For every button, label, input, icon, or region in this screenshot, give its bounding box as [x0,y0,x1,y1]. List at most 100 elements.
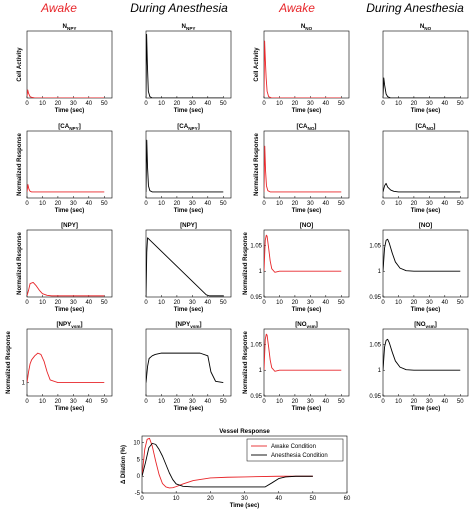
y-axis-label: Normalized Response [243,330,249,393]
series-line-awake [27,282,105,297]
column-header-2: Awake [278,1,315,15]
x-tick-label: 50 [338,300,345,306]
x-axis-label: Time (sec) [411,307,441,313]
y-axis-label: Normalized Response [254,132,260,195]
x-tick-label: 30 [426,101,433,107]
x-tick-label: 50 [457,300,464,306]
x-tick-label: 20 [55,101,62,107]
x-tick-label: 30 [426,399,433,405]
panel-ca-no-awake: [CANO] 0 10 20 30 40 50 Time (sec) Normalized Re… [254,123,350,214]
panel-n-npy-anes: NNPY 0 10 20 30 40 50 Time (sec) [144,23,232,114]
x-axis-label: Time (sec) [55,307,85,313]
x-tick-label: 30 [70,101,77,107]
x-tick-label: 10 [158,300,165,306]
y-tick-label: 10 [133,441,140,447]
x-tick-label: 0 [144,201,148,207]
x-tick-label: 20 [174,399,181,405]
y-tick-label: 5 [137,457,141,463]
series-line-anesthesia [146,33,224,98]
x-tick-label: 30 [307,101,314,107]
panel-title: [CANO] [297,123,317,131]
y-tick-label: 1.05 [250,243,262,249]
x-tick-label: 60 [344,496,351,502]
x-tick-label: 30 [189,300,196,306]
x-tick-label: 30 [189,201,196,207]
x-tick-label: 10 [173,496,180,502]
legend-label: Awake Condition [271,444,316,450]
series-line-anesthesia [146,352,224,384]
x-tick-label: 50 [101,399,108,405]
x-tick-label: 20 [292,300,299,306]
x-tick-label: 0 [262,201,266,207]
x-tick-label: 0 [140,496,144,502]
x-tick-label: 0 [25,300,29,306]
y-tick-label: 1 [378,368,382,374]
axes-frame [263,229,350,298]
x-tick-label: 30 [426,201,433,207]
panel-title: [CANPY] [58,123,81,131]
x-tick-label: 30 [307,300,314,306]
x-tick-label: 40 [85,300,92,306]
x-tick-label: 20 [292,201,299,207]
axes-frame [26,328,113,397]
axes-frame [145,328,232,397]
x-tick-label: 50 [338,201,345,207]
panel-ca-npy-anes: [CANPY] 0 10 20 30 40 50 Time (sec) [144,123,232,214]
panel-title: [NPYvsm] [175,321,201,329]
axes-frame [145,229,232,298]
x-axis-label: Time (sec) [411,108,441,114]
x-tick-label: 40 [322,300,329,306]
x-tick-label: 20 [292,399,299,405]
series-line-awake [264,40,342,98]
y-axis-label: Normalized Response [6,330,12,393]
series-line-anesthesia [383,238,461,272]
x-tick-label: 40 [275,496,282,502]
x-tick-label: 20 [292,101,299,107]
series-line-awake [264,145,342,193]
series-line-0 [142,437,313,489]
x-axis-label: Time (sec) [174,208,204,214]
series-line-awake [27,89,105,98]
x-tick-label: 10 [395,201,402,207]
panel-title: [NPY] [61,222,78,229]
x-axis-label: Time (sec) [411,208,441,214]
x-tick-label: 0 [25,201,29,207]
x-tick-label: 50 [338,399,345,405]
panel-no-awake: [NO] 0 10 20 30 40 50 0.95 1 1.05 Time (sec) Normal… [243,222,350,313]
panel-ca-npy-awake: [CANPY] 0 10 20 30 40 50 Time (sec) Normalized R… [17,123,113,214]
y-tick-label: 1.05 [250,342,262,348]
x-axis-label: Time (sec) [55,406,85,412]
x-tick-label: 50 [220,300,227,306]
y-axis-label: Cell Activity [17,47,23,82]
series-line-anesthesia [383,182,461,193]
panel-title: NNPY [63,23,77,31]
x-axis-label: Time (sec) [292,406,322,412]
series-line-awake [264,234,342,273]
x-tick-label: 10 [39,101,46,107]
x-axis-label: Time (sec) [174,406,204,412]
x-tick-label: 0 [381,399,385,405]
x-tick-label: 40 [85,399,92,405]
y-tick-label: 1.05 [369,243,381,249]
column-header-0: Awake [40,1,77,15]
x-tick-label: 20 [207,496,214,502]
axes-frame [263,30,350,99]
axes-frame [263,130,350,199]
x-tick-label: 0 [144,101,148,107]
x-tick-label: 30 [70,201,77,207]
panel-no-vsm-awake: [NOvsm] 0 10 20 30 40 50 0.95 1 1.05 Time (sec) Nor… [243,321,350,412]
x-tick-label: 50 [101,101,108,107]
legend-box [246,438,344,462]
axes-frame [382,229,469,298]
x-tick-label: 0 [381,101,385,107]
x-tick-label: 20 [411,201,418,207]
x-tick-label: 20 [174,101,181,107]
x-tick-label: 30 [189,101,196,107]
x-tick-label: 0 [144,399,148,405]
y-axis-label: Δ Dilation (%) [121,445,127,484]
axes-frame [382,30,469,99]
series-line-anesthesia [383,77,461,98]
panel-title: [CANPY] [177,123,200,131]
